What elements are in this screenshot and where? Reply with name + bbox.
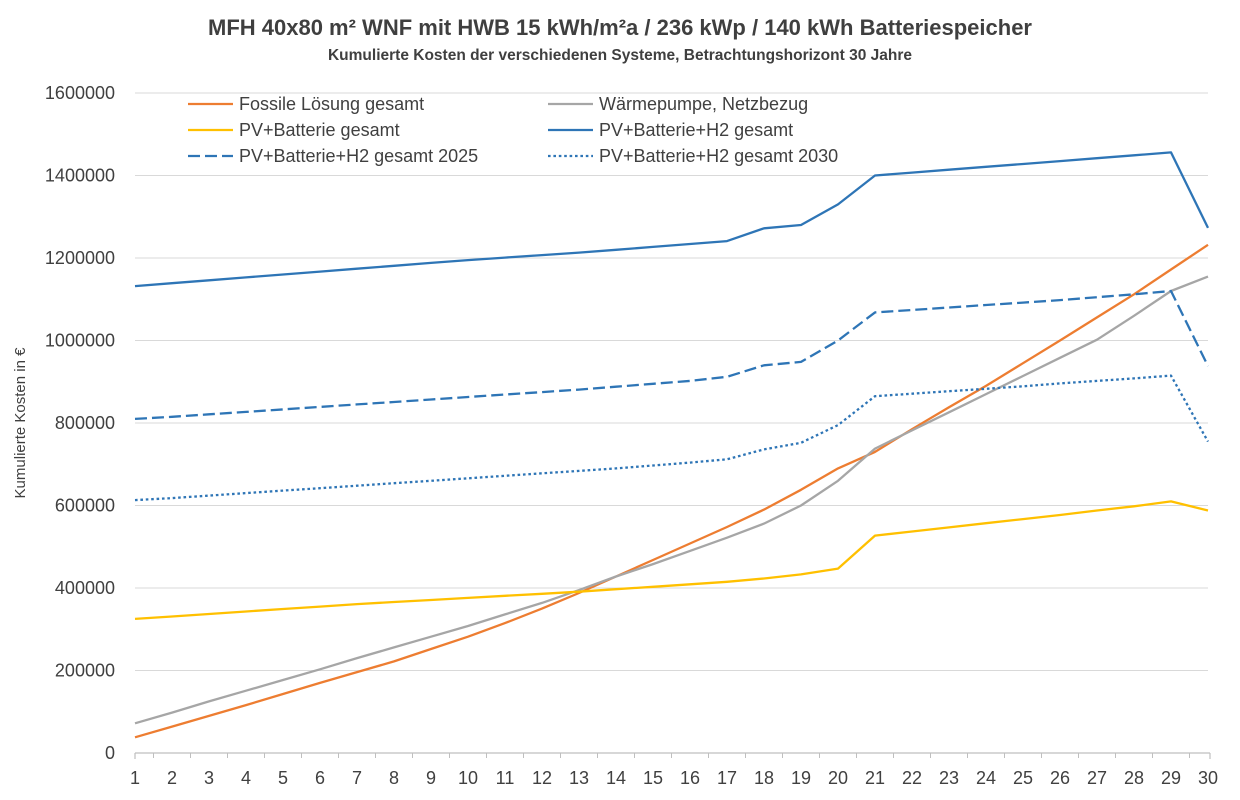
series-line-5 xyxy=(134,289,1210,421)
x-tick-label: 13 xyxy=(569,768,589,788)
x-tick-label: 12 xyxy=(532,768,552,788)
x-tick-label: 28 xyxy=(1124,768,1144,788)
legend-label-4: PV+Batterie+H2 gesamt xyxy=(599,120,793,140)
series-line-3 xyxy=(134,500,1209,621)
x-tick-label: 16 xyxy=(680,768,700,788)
x-tick-label: 9 xyxy=(426,768,436,788)
chart-title: MFH 40x80 m² WNF mit HWB 15 kWh/m²a / 23… xyxy=(208,15,1032,40)
y-tick-label: 1600000 xyxy=(45,83,115,103)
series-line-4 xyxy=(134,151,1210,288)
x-tick-label: 8 xyxy=(389,768,399,788)
legend-label-6: PV+Batterie+H2 gesamt 2030 xyxy=(599,146,838,166)
x-tick-label: 6 xyxy=(315,768,325,788)
x-tick-label: 24 xyxy=(976,768,996,788)
x-tick-label: 21 xyxy=(865,768,885,788)
series-line-1 xyxy=(134,243,1209,739)
y-tick-label: 1400000 xyxy=(45,166,115,186)
y-tick-label: 800000 xyxy=(55,413,115,433)
legend-label-3: PV+Batterie gesamt xyxy=(239,120,400,140)
x-tick-label: 19 xyxy=(791,768,811,788)
x-tick-label: 25 xyxy=(1013,768,1033,788)
x-tick-label: 5 xyxy=(278,768,288,788)
x-tick-label: 23 xyxy=(939,768,959,788)
x-tick-label: 20 xyxy=(828,768,848,788)
chart-subtitle: Kumulierte Kosten der verschiedenen Syst… xyxy=(327,47,912,64)
y-tick-label: 400000 xyxy=(55,578,115,598)
x-tick-label: 22 xyxy=(902,768,922,788)
y-tick-label: 600000 xyxy=(55,496,115,516)
legend-label-2: Wärmepumpe, Netzbezug xyxy=(599,94,808,114)
x-tick-label: 1 xyxy=(130,768,140,788)
y-tick-label: 200000 xyxy=(55,661,115,681)
y-axis-title: Kumulierte Kosten in € xyxy=(12,347,29,499)
x-tick-label: 7 xyxy=(352,768,362,788)
x-tick-label: 10 xyxy=(458,768,478,788)
y-tick-label: 1000000 xyxy=(45,331,115,351)
y-tick-label: 1200000 xyxy=(45,248,115,268)
x-tick-label: 17 xyxy=(717,768,737,788)
x-tick-label: 27 xyxy=(1087,768,1107,788)
x-tick-label: 30 xyxy=(1198,768,1218,788)
legend-label-1: Fossile Lösung gesamt xyxy=(239,94,424,114)
series-line-2 xyxy=(134,275,1209,725)
x-tick-label: 2 xyxy=(167,768,177,788)
x-tick-label: 3 xyxy=(204,768,214,788)
series-line-6 xyxy=(134,374,1210,502)
x-tick-label: 18 xyxy=(754,768,774,788)
x-tick-label: 26 xyxy=(1050,768,1070,788)
legend-label-5: PV+Batterie+H2 gesamt 2025 xyxy=(239,146,478,166)
x-tick-label: 29 xyxy=(1161,768,1181,788)
x-tick-label: 4 xyxy=(241,768,251,788)
x-tick-label: 15 xyxy=(643,768,663,788)
x-tick-label: 14 xyxy=(606,768,626,788)
y-tick-label: 0 xyxy=(105,743,115,763)
x-tick-label: 11 xyxy=(496,768,515,788)
